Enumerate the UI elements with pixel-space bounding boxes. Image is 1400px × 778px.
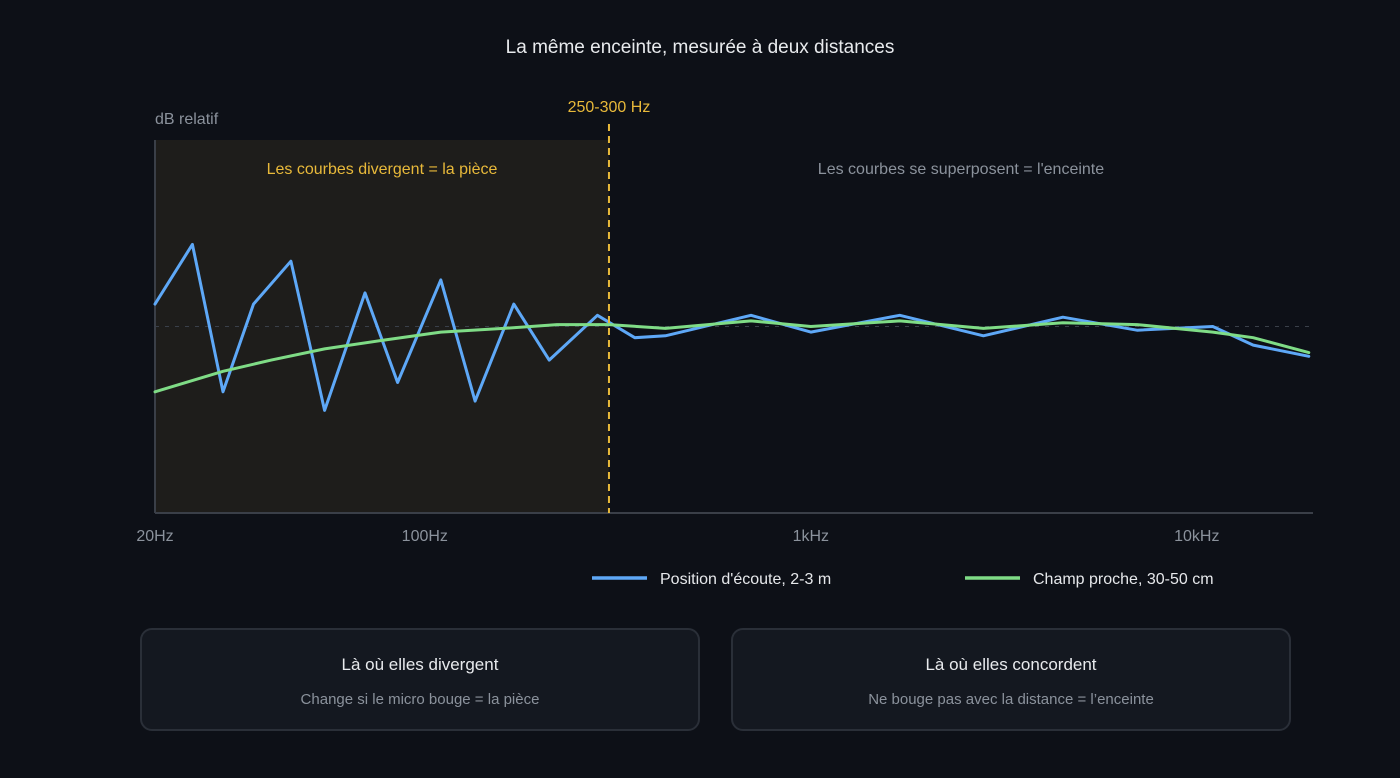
legend-label-2: Champ proche, 30-50 cm <box>1033 571 1214 588</box>
card-divergent-title: Là où elles divergent <box>341 655 499 674</box>
card-concordant-text: Ne bouge pas avec la distance = l’encein… <box>868 691 1154 708</box>
legend-label-1: Position d'écoute, 2-3 m <box>660 571 831 588</box>
x-tick-label: 1kHz <box>793 528 829 545</box>
region-label-divergent: Les courbes divergent = la pièce <box>267 161 498 178</box>
crossover-marker-label: 250-300 Hz <box>568 99 651 116</box>
card-concordant: Là où elles concordent Ne bouge pas avec… <box>731 628 1291 731</box>
summary-cards: Là où elles divergent Change si le micro… <box>140 628 1291 731</box>
x-tick-label: 10kHz <box>1174 528 1219 545</box>
card-divergent-text: Change si le micro bouge = la pièce <box>300 691 540 708</box>
legend: Position d'écoute, 2-3 m Champ proche, 30… <box>592 571 1214 588</box>
y-axis-label: dB relatif <box>155 111 219 128</box>
chart-title: La même enceinte, mesurée à deux distanc… <box>505 37 895 58</box>
x-tick-label: 100Hz <box>402 528 448 545</box>
region-label-overlap: Les courbes se superposent = l'enceinte <box>818 161 1104 178</box>
series-line-1 <box>153 242 1311 412</box>
series-line-2 <box>153 319 1311 394</box>
x-tick-label: 20Hz <box>136 528 173 545</box>
series-lines <box>153 242 1311 412</box>
frequency-response-chart: 20Hz 100Hz 1kHz 10kHz dB relatif Les courbe… <box>136 99 1313 588</box>
card-concordant-title: Là où elles concordent <box>925 655 1097 674</box>
x-tick-labels: 20Hz 100Hz 1kHz 10kHz <box>136 528 1219 545</box>
card-divergent: Là où elles divergent Change si le micro… <box>140 628 700 731</box>
